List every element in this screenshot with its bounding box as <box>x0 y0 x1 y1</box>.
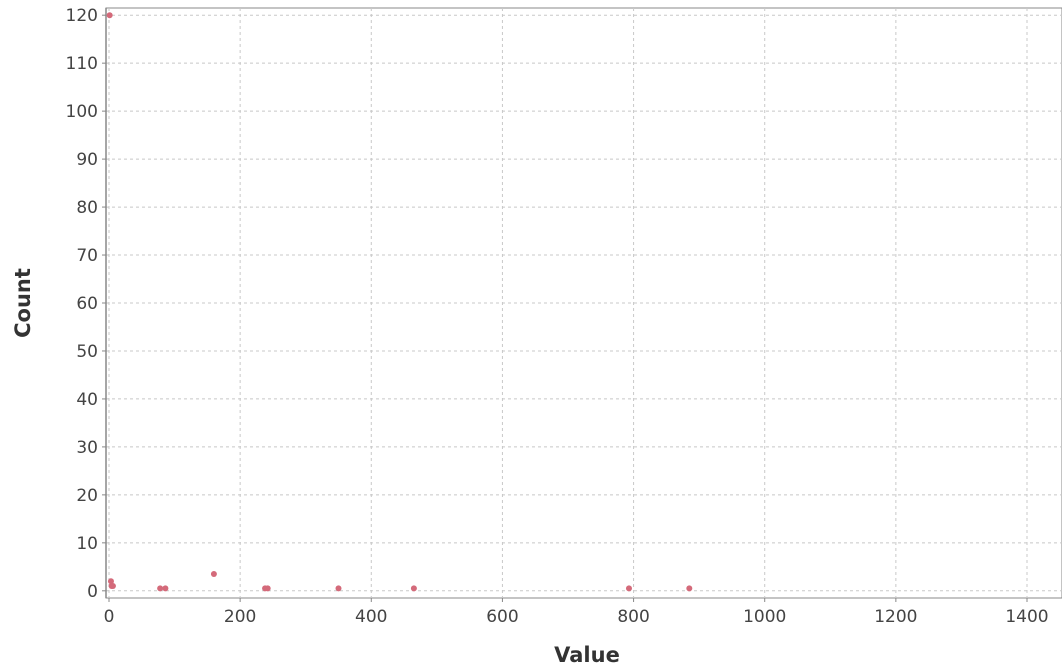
x-tick-label: 800 <box>617 607 649 627</box>
data-point <box>157 585 164 592</box>
y-axis-title: Count <box>11 268 35 338</box>
y-tick-label: 110 <box>66 54 98 74</box>
data-point <box>335 585 342 592</box>
data-point <box>109 583 116 590</box>
y-tick-label: 20 <box>76 486 98 506</box>
data-point <box>264 585 271 592</box>
x-tick-label: 400 <box>355 607 387 627</box>
data-point <box>107 578 114 585</box>
x-tick-label: 1400 <box>1005 607 1048 627</box>
x-axis-title: Value <box>554 643 620 667</box>
y-tick-label: 60 <box>76 294 98 314</box>
x-axis-ticks: 0 200 400 600 800 1000 1200 1400 <box>104 598 1049 627</box>
plot-area <box>105 7 1062 599</box>
data-point <box>625 585 632 592</box>
y-tick-label: 50 <box>76 342 98 362</box>
x-tick-label: 1200 <box>874 607 917 627</box>
y-tick-label: 40 <box>76 390 98 410</box>
data-point <box>410 585 417 592</box>
y-tick-label: 100 <box>66 102 98 122</box>
data-points <box>106 12 693 592</box>
y-axis-ticks: 0 10 20 30 40 50 60 70 80 90 100 110 120 <box>66 6 106 602</box>
y-tick-label: 0 <box>87 582 98 602</box>
y-tick-label: 90 <box>76 150 98 170</box>
data-point <box>210 571 217 578</box>
x-tick-label: 600 <box>486 607 518 627</box>
y-tick-label: 10 <box>76 534 98 554</box>
data-point <box>686 585 693 592</box>
x-tick-label: 200 <box>224 607 256 627</box>
data-point <box>106 12 113 19</box>
data-point <box>162 585 169 592</box>
x-tick-label: 1000 <box>743 607 786 627</box>
y-tick-label: 70 <box>76 246 98 266</box>
x-tick-label: 0 <box>104 607 115 627</box>
y-tick-label: 30 <box>76 438 98 458</box>
y-tick-label: 120 <box>66 6 98 26</box>
y-tick-label: 80 <box>76 198 98 218</box>
